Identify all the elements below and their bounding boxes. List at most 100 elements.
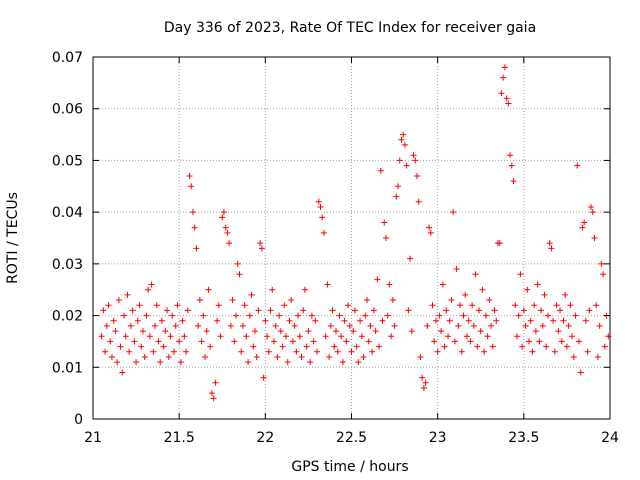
data-point [353, 343, 360, 350]
data-point [167, 333, 174, 340]
data-point [427, 229, 434, 236]
data-point [114, 359, 121, 366]
data-point [331, 343, 338, 350]
data-point [191, 224, 198, 231]
data-point [324, 281, 331, 288]
data-point [553, 302, 560, 309]
data-point [121, 312, 128, 319]
data-point [581, 219, 588, 226]
data-point [412, 157, 419, 164]
data-point [217, 333, 224, 340]
data-point [367, 322, 374, 329]
data-point [555, 328, 562, 335]
data-point [457, 302, 464, 309]
data-point [455, 322, 462, 329]
data-point [348, 348, 355, 355]
data-point [210, 395, 217, 402]
data-point [119, 369, 126, 376]
data-point [522, 322, 529, 329]
data-point [251, 328, 258, 335]
data-point [541, 291, 548, 298]
data-point [134, 317, 141, 324]
data-point [207, 343, 214, 350]
data-point [219, 214, 226, 221]
data-point [100, 307, 107, 314]
axis-ticks [92, 56, 611, 420]
data-point [365, 338, 372, 345]
data-point [419, 374, 426, 381]
data-point [403, 162, 410, 169]
data-point [338, 333, 345, 340]
x-tick-label: 23.5 [508, 430, 539, 446]
data-point [574, 162, 581, 169]
data-point [601, 343, 608, 350]
data-point [110, 317, 117, 324]
data-point [245, 359, 252, 366]
y-tick-label: 0.03 [52, 257, 83, 273]
data-point [215, 302, 222, 309]
data-point [598, 260, 605, 267]
data-point [420, 384, 427, 391]
data-point [384, 312, 391, 319]
data-point [124, 291, 131, 298]
data-point [264, 333, 271, 340]
chart-title: Day 336 of 2023, Rate Of TEC Index for r… [164, 20, 536, 36]
data-point [491, 307, 498, 314]
data-point [377, 167, 384, 174]
data-point [439, 281, 446, 288]
data-point [374, 276, 381, 283]
data-point [229, 297, 236, 304]
data-point [203, 328, 210, 335]
data-point [220, 209, 227, 216]
data-point [524, 286, 531, 293]
data-point [531, 302, 538, 309]
data-point [405, 307, 412, 314]
data-point [370, 307, 377, 314]
data-point [591, 235, 598, 241]
data-point [138, 343, 145, 350]
data-point [534, 281, 541, 288]
data-point [105, 302, 112, 309]
data-point [262, 317, 269, 324]
data-point [307, 359, 314, 366]
data-point [148, 281, 155, 288]
data-point [382, 235, 389, 241]
data-point [563, 343, 570, 350]
data-point [305, 328, 312, 335]
data-point [222, 224, 229, 231]
data-point [510, 178, 517, 185]
data-point [258, 245, 265, 252]
data-point [594, 353, 601, 360]
data-point [339, 359, 346, 366]
data-point [360, 353, 367, 360]
data-point [317, 203, 324, 210]
data-point [527, 317, 534, 324]
y-tick-label: 0.04 [52, 205, 83, 221]
data-point [332, 328, 339, 335]
data-point [536, 338, 543, 345]
data-point [560, 317, 567, 324]
data-point [224, 229, 231, 236]
x-tick-labels: 21 21.5 22 22.5 23 23.5 24 [84, 430, 619, 446]
data-point [481, 348, 488, 355]
data-point [107, 338, 114, 345]
data-point [226, 240, 233, 247]
data-point [269, 286, 276, 293]
data-point [577, 369, 584, 376]
data-point [401, 141, 408, 148]
data-point [289, 338, 296, 345]
data-point [389, 297, 396, 304]
data-point [364, 297, 371, 304]
data-point [548, 245, 555, 252]
data-point [376, 343, 383, 350]
data-point [463, 333, 470, 340]
data-point [257, 240, 264, 247]
data-point [431, 338, 438, 345]
data-point [539, 322, 546, 329]
data-point [315, 198, 322, 205]
x-tick-label: 21 [84, 430, 102, 446]
data-point [296, 333, 303, 340]
data-point [270, 338, 277, 345]
x-tick-label: 22.5 [336, 430, 367, 446]
data-point [445, 333, 452, 340]
